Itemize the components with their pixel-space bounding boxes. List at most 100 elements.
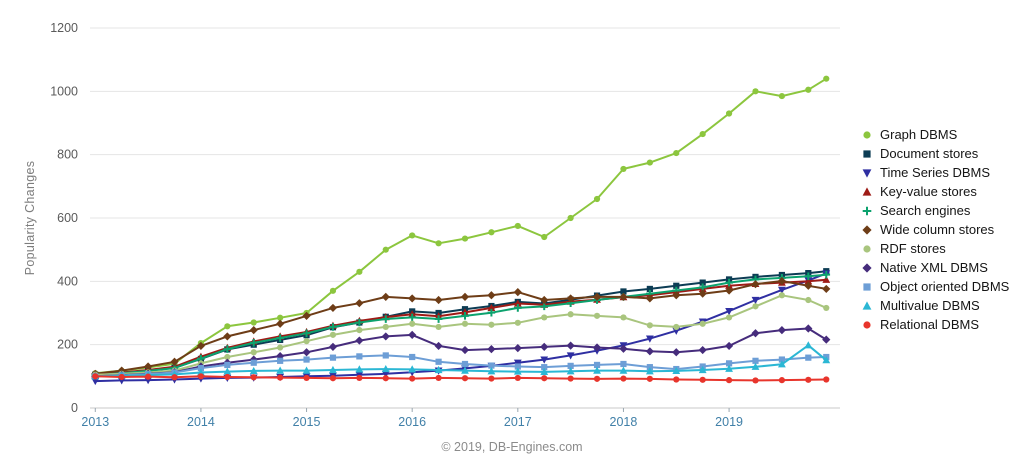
series-marker-icon xyxy=(514,374,521,382)
series-marker-icon xyxy=(249,355,258,364)
legend: Graph DBMS Document stores Time Series DBM… xyxy=(860,127,1009,332)
series-marker-icon xyxy=(117,366,126,375)
series-marker-icon xyxy=(672,291,681,300)
legend-label: RDF stores xyxy=(880,241,946,256)
legend-marker-icon xyxy=(862,168,872,178)
legend-item-graph-dbms[interactable]: Graph DBMS xyxy=(860,127,1009,142)
legend-item-wide-column-stores[interactable]: Wide column stores xyxy=(860,222,1009,237)
series-marker-icon xyxy=(778,292,786,299)
x-tick-label: 2017 xyxy=(504,415,532,429)
legend-label: Key-value stores xyxy=(880,184,977,199)
series-marker-icon xyxy=(408,330,417,339)
legend-label: Search engines xyxy=(880,203,971,218)
series-marker-icon xyxy=(672,327,681,335)
series-line xyxy=(95,77,827,375)
series-marker-icon xyxy=(645,294,654,303)
y-axis-title: Popularity Changes xyxy=(23,160,37,276)
series-marker-icon xyxy=(223,332,232,341)
series-marker-icon xyxy=(488,229,495,236)
series-marker-icon xyxy=(862,186,872,196)
series-marker-icon xyxy=(593,375,601,382)
series-marker-icon xyxy=(329,331,337,338)
series-marker-icon xyxy=(752,357,759,364)
series-marker-icon xyxy=(408,365,417,373)
series-marker-icon xyxy=(249,326,258,335)
series-marker-icon xyxy=(804,341,813,349)
series-marker-icon xyxy=(804,272,813,281)
series-marker-icon xyxy=(224,323,231,330)
series-marker-icon xyxy=(513,367,522,375)
legend-marker-icon xyxy=(862,300,872,310)
series-marker-icon xyxy=(329,375,337,382)
series-marker-icon xyxy=(250,374,257,381)
series-marker-icon xyxy=(434,295,443,305)
series-marker-icon xyxy=(461,360,469,368)
legend-marker-icon xyxy=(863,130,871,139)
series-marker-icon xyxy=(328,342,338,351)
y-tick-label: 200 xyxy=(57,338,78,352)
legend-item-relational-dbms[interactable]: Relational DBMS xyxy=(860,317,1009,332)
series-marker-icon xyxy=(725,377,733,384)
legend-label: Native XML DBMS xyxy=(880,260,988,275)
series-marker-icon xyxy=(822,275,831,283)
series-marker-icon xyxy=(725,360,733,367)
series-marker-icon xyxy=(461,320,469,327)
legend-item-search-engines[interactable]: Search engines xyxy=(860,203,1009,218)
series-marker-icon xyxy=(276,334,284,342)
legend-marker-icon xyxy=(863,320,871,329)
y-tick-label: 1200 xyxy=(50,21,78,35)
series-marker-icon xyxy=(197,365,205,372)
series-marker-icon xyxy=(593,361,601,369)
series-marker-icon xyxy=(777,326,787,335)
series-marker-icon xyxy=(592,343,602,352)
series-marker-icon xyxy=(513,288,522,297)
series-marker-icon xyxy=(143,362,153,371)
legend-item-document-stores[interactable]: Document stores xyxy=(860,146,1009,161)
series-marker-icon xyxy=(778,92,786,100)
series-marker-icon xyxy=(461,308,469,316)
series-marker-icon xyxy=(778,286,786,294)
series-marker-icon xyxy=(724,341,734,351)
y-tick-label: 0 xyxy=(71,401,78,415)
legend-item-native-xml-dbms[interactable]: Native XML DBMS xyxy=(860,260,1009,275)
series-marker-icon xyxy=(276,319,285,328)
series-marker-icon xyxy=(540,295,549,305)
series-marker-icon xyxy=(513,299,522,307)
series-marker-icon xyxy=(567,311,574,318)
series-marker-icon xyxy=(804,277,813,285)
x-tick-label: 2013 xyxy=(81,415,109,429)
series-marker-icon xyxy=(487,291,496,300)
series-marker-icon xyxy=(381,315,390,323)
legend-item-object-oriented-dbms[interactable]: Object oriented DBMS xyxy=(860,279,1009,294)
legend-item-rdf-stores[interactable]: RDF stores xyxy=(860,241,1009,256)
series-marker-icon xyxy=(355,365,364,373)
series-marker-icon xyxy=(778,360,786,368)
series-marker-icon xyxy=(514,304,522,312)
series-marker-icon xyxy=(540,342,549,351)
series-marker-icon xyxy=(863,282,871,291)
legend-label: Object oriented DBMS xyxy=(880,279,1010,294)
x-tick-label: 2015 xyxy=(293,415,321,429)
series-marker-icon xyxy=(356,353,363,360)
y-tick-label: 400 xyxy=(57,274,78,288)
series-marker-icon xyxy=(514,363,521,370)
series-marker-icon xyxy=(249,338,258,347)
series-marker-icon xyxy=(566,341,575,350)
series-marker-icon xyxy=(540,367,549,375)
series-marker-icon xyxy=(302,329,311,338)
series-marker-icon xyxy=(381,364,390,373)
legend-item-multivalue-dbms[interactable]: Multivalue DBMS xyxy=(860,298,1009,313)
series-marker-icon xyxy=(409,353,416,361)
legend-label: Document stores xyxy=(880,146,979,161)
series-marker-icon xyxy=(513,359,522,367)
series-marker-icon xyxy=(356,374,363,382)
series-marker-icon xyxy=(460,345,470,355)
series-marker-icon xyxy=(823,376,830,383)
legend-marker-icon xyxy=(863,149,871,158)
series-marker-icon xyxy=(434,341,443,351)
legend-item-key-value-stores[interactable]: Key-value stores xyxy=(860,184,1009,199)
y-tick-label: 1000 xyxy=(50,84,78,98)
legend-item-time-series-dbms[interactable]: Time Series DBMS xyxy=(860,165,1009,180)
legend-label: Relational DBMS xyxy=(880,317,979,332)
